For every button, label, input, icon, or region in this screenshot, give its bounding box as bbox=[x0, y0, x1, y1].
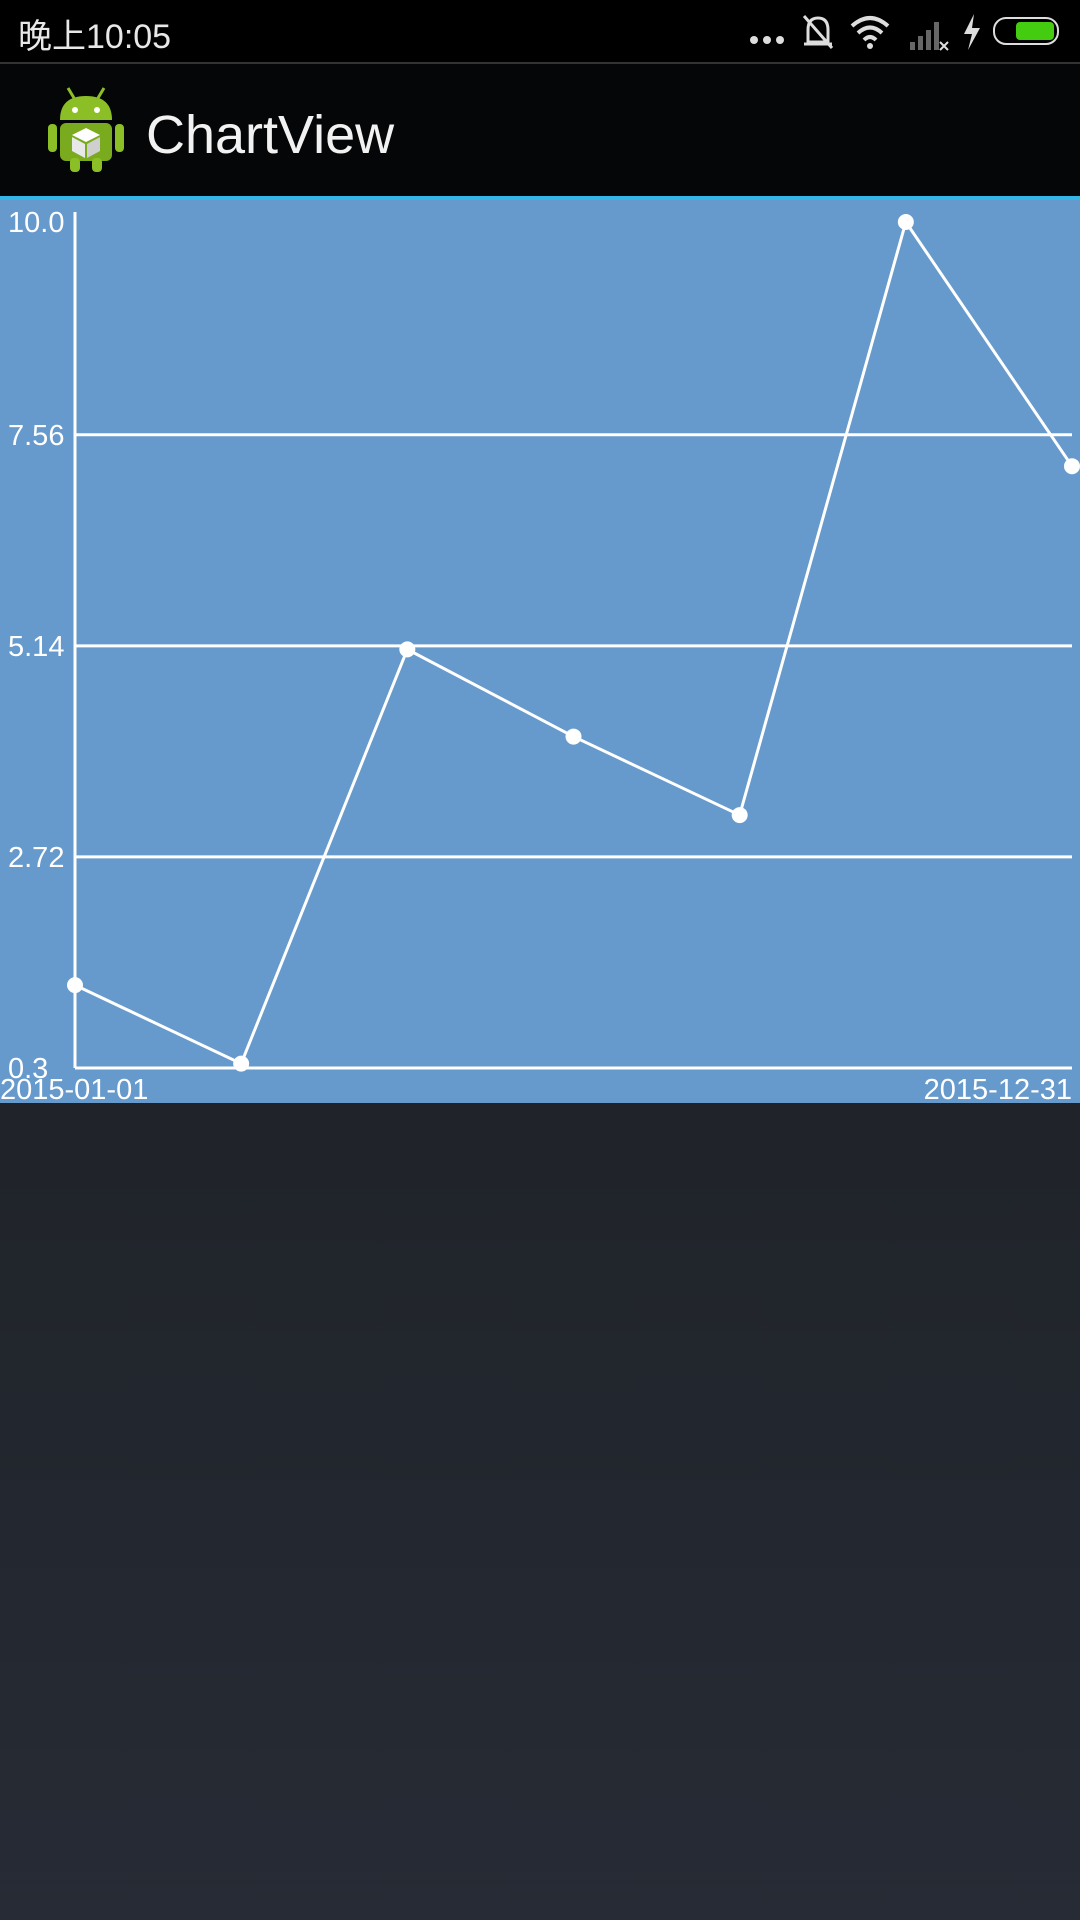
chart-svg: 10.0 7.56 5.14 2.72 0.3 2015-01-01 2015-12-3… bbox=[0, 200, 1080, 1103]
y-tick-label: 5.14 bbox=[8, 631, 64, 663]
data-points bbox=[67, 214, 1080, 1072]
data-point bbox=[565, 728, 582, 745]
android-app-icon[interactable] bbox=[46, 84, 126, 174]
x-tick-label-end: 2015-12-31 bbox=[924, 1074, 1072, 1103]
y-tick-label: 0.3 bbox=[8, 1053, 48, 1085]
data-point bbox=[1064, 458, 1080, 475]
status-time: 晚上10:05 bbox=[18, 18, 172, 56]
action-bar-accent-line bbox=[0, 196, 1080, 200]
line-chart: 10.0 7.56 5.14 2.72 0.3 2015-01-01 2015-12-3… bbox=[0, 200, 1080, 1103]
data-point bbox=[67, 977, 83, 994]
data-point bbox=[399, 641, 416, 658]
data-point bbox=[731, 807, 748, 824]
x-tick-label-start: 2015-01-01 bbox=[0, 1074, 148, 1103]
data-point bbox=[233, 1055, 250, 1072]
more-dots-icon bbox=[750, 36, 784, 44]
chart-background bbox=[0, 200, 1080, 1103]
charging-bolt-icon bbox=[964, 14, 980, 50]
status-bar: 晚上10:05 bbox=[0, 0, 1080, 64]
status-icons bbox=[748, 10, 1068, 54]
y-tick-labels: 10.0 7.56 5.14 2.72 0.3 bbox=[8, 207, 64, 1085]
y-tick-label: 2.72 bbox=[8, 842, 64, 874]
cell-signal-no-service-icon bbox=[910, 22, 949, 51]
y-tick-label: 10.0 bbox=[8, 207, 64, 239]
y-tick-label: 7.56 bbox=[8, 420, 64, 452]
battery-icon bbox=[993, 17, 1059, 45]
app-title: ChartView bbox=[146, 105, 395, 165]
alarm-off-icon bbox=[802, 15, 834, 49]
wifi-icon bbox=[850, 16, 890, 49]
action-bar: ChartView bbox=[0, 64, 1080, 196]
grid-lines bbox=[75, 433, 1072, 859]
data-point bbox=[897, 214, 914, 230]
